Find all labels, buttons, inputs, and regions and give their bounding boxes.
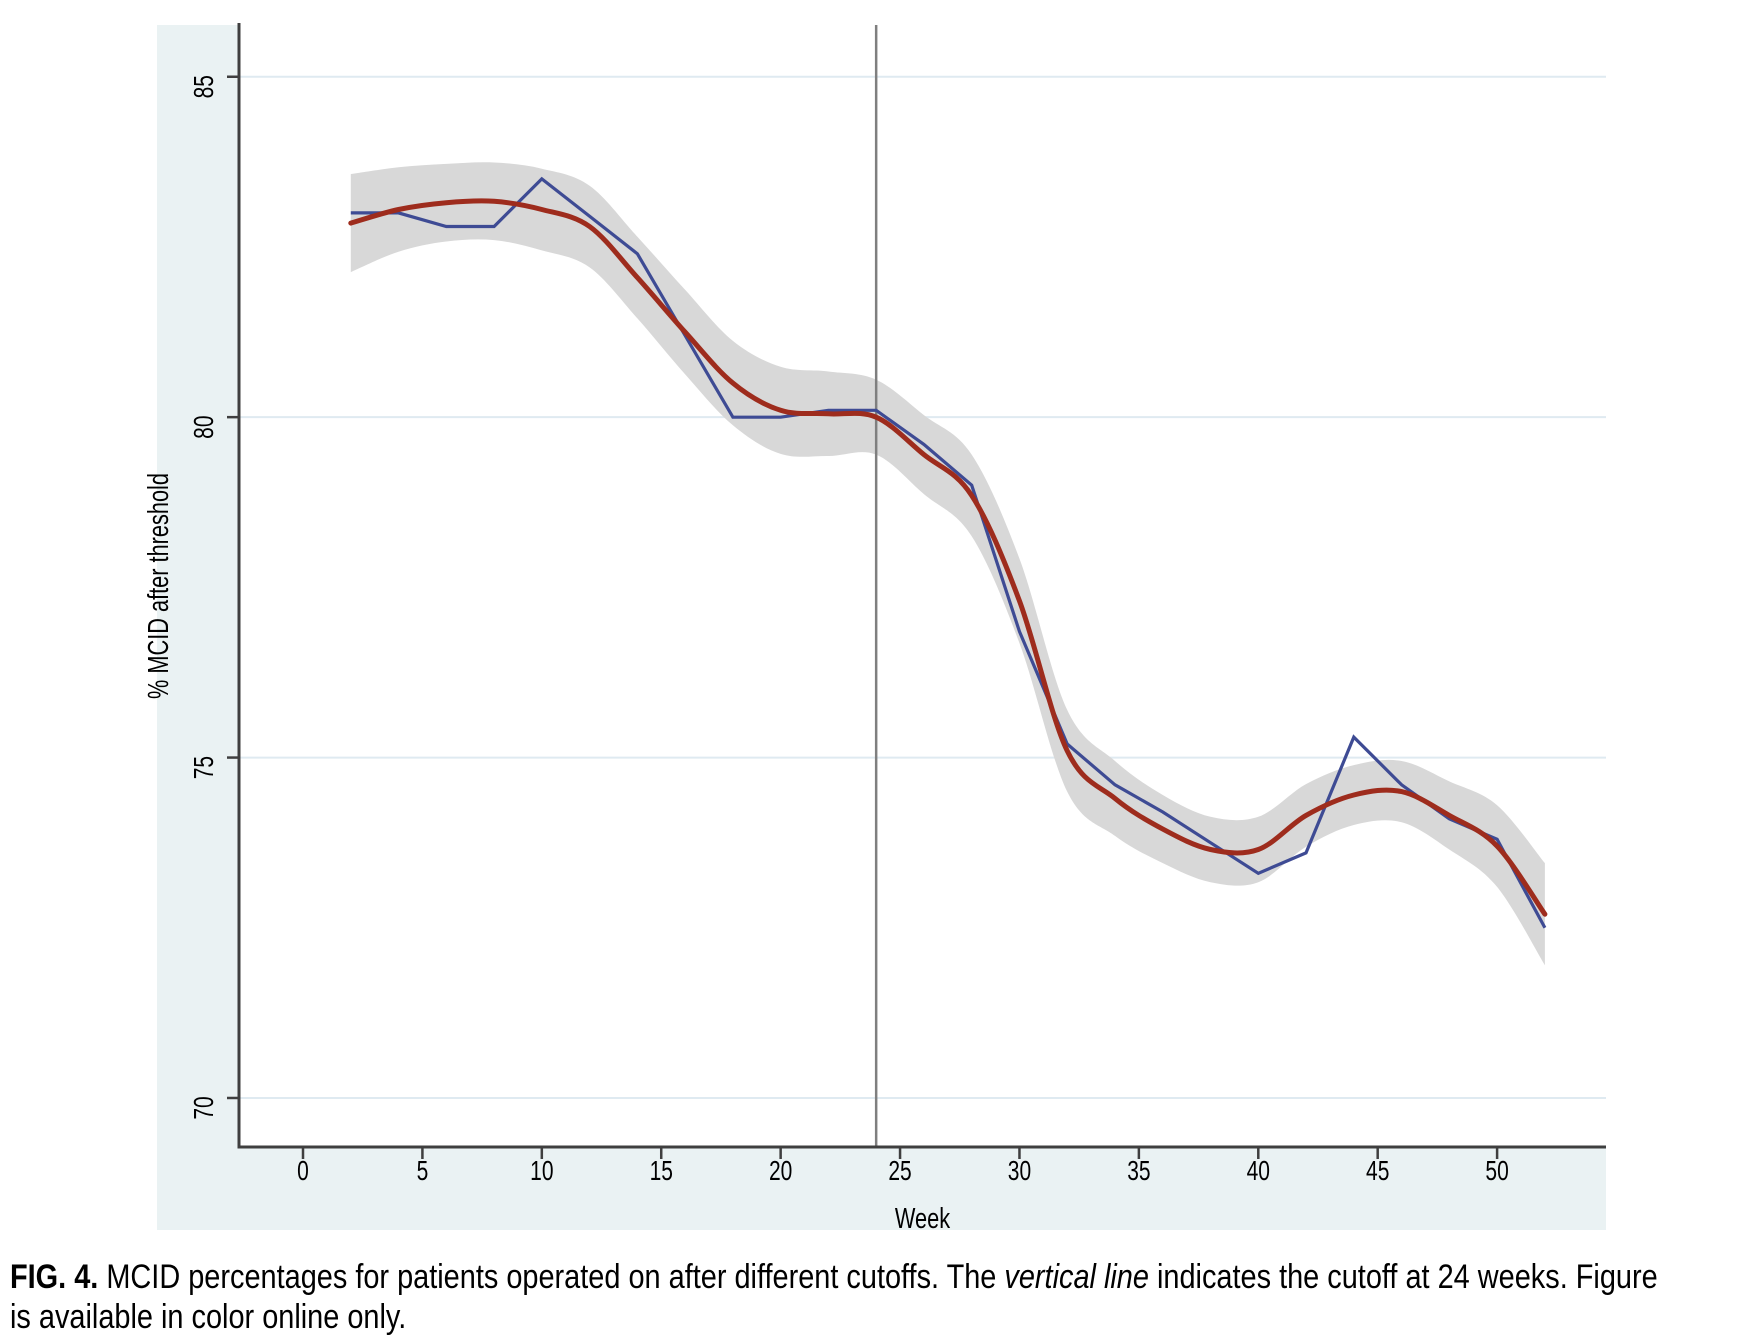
x-tick-label-15: 15	[650, 1156, 673, 1187]
caption-text-1: MCID percentages for patients operated o…	[98, 1258, 1005, 1296]
figure-caption-line-1: FIG. 4. MCID percentages for patients op…	[10, 1257, 1658, 1297]
x-tick-label-10: 10	[530, 1156, 553, 1187]
x-tick-label-5: 5	[417, 1156, 429, 1187]
x-tick-label-30: 30	[1008, 1156, 1031, 1187]
caption-italic-text: vertical line	[1004, 1258, 1149, 1296]
x-tick-label-40: 40	[1247, 1156, 1270, 1187]
figure-caption-line-2: is available in color online only.	[10, 1297, 1491, 1337]
y-tick-label-70: 70	[189, 1096, 220, 1119]
y-tick-label-80: 80	[189, 415, 220, 438]
caption-text-2: indicates the cutoff at 24 weeks. Figure	[1148, 1258, 1658, 1296]
smoothed-line	[348, 198, 1548, 917]
y-tick-label-75: 75	[189, 756, 220, 779]
x-axis-title: Week	[895, 1203, 950, 1235]
figure-number-label: FIG. 4.	[10, 1258, 99, 1296]
x-tick-label-45: 45	[1366, 1156, 1389, 1187]
y-axis-title: % MCID after threshold	[143, 473, 175, 699]
x-tick-label-35: 35	[1127, 1156, 1150, 1187]
x-tick-label-0: 0	[297, 1156, 309, 1187]
y-tick-label-85: 85	[189, 75, 220, 98]
x-tick-label-20: 20	[769, 1156, 792, 1187]
observed-line	[350, 176, 1547, 929]
x-tick-label-25: 25	[888, 1156, 911, 1187]
mcid-line-chart: 70 75 80 85 0 5 10 15 20 25 30 35 40 45 50 Week % MCID a…	[143, 23, 1606, 1235]
figure-caption: FIG. 4. MCID percentages for patients op…	[10, 1257, 1752, 1337]
caption-text-3: is available in color online only.	[10, 1298, 407, 1336]
x-tick-label-50: 50	[1485, 1156, 1508, 1187]
